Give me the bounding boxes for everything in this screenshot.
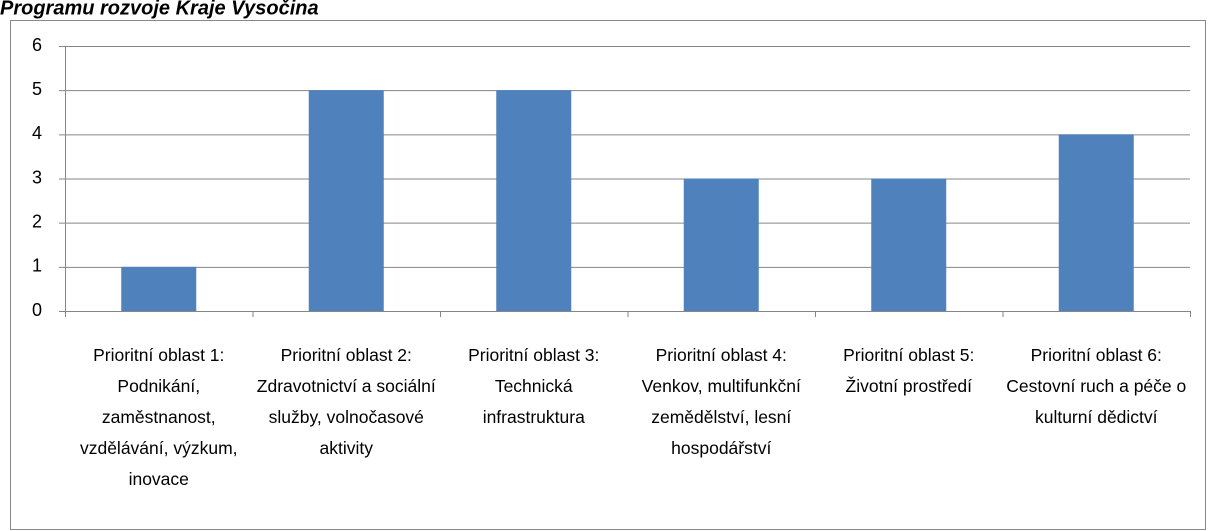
x-tick-label: Prioritní oblast 4: Venkov, multifunkční…	[641, 345, 801, 458]
y-tick-label: 3	[32, 167, 42, 187]
bar	[496, 90, 572, 312]
y-tick-label: 5	[32, 79, 42, 99]
y-tick-label: 4	[32, 123, 42, 143]
x-tick-label: Prioritní oblast 5: Životní prostředí	[843, 345, 975, 396]
x-tick-label: Prioritní oblast 1: Podnikání, zaměstnan…	[79, 345, 238, 489]
y-tick-label: 1	[32, 256, 42, 276]
chart-border	[10, 20, 1206, 530]
bar	[121, 266, 197, 311]
chart-title: Programu rozvoje Kraje Vysočina	[0, 0, 319, 19]
bar	[871, 178, 947, 311]
bar	[683, 178, 759, 311]
y-tick-label: 6	[32, 35, 42, 55]
y-tick-label: 0	[32, 300, 42, 320]
x-tick-label: Prioritní oblast 3: Technická infrastruk…	[468, 345, 600, 427]
y-tick-label: 2	[32, 211, 42, 231]
x-tick-label: Prioritní oblast 2: Zdravotnictví a soci…	[256, 345, 436, 458]
bar	[308, 90, 384, 312]
x-tick-label: Prioritní oblast 6: Cestovní ruch a péče…	[1006, 345, 1187, 427]
bar	[1058, 134, 1134, 311]
